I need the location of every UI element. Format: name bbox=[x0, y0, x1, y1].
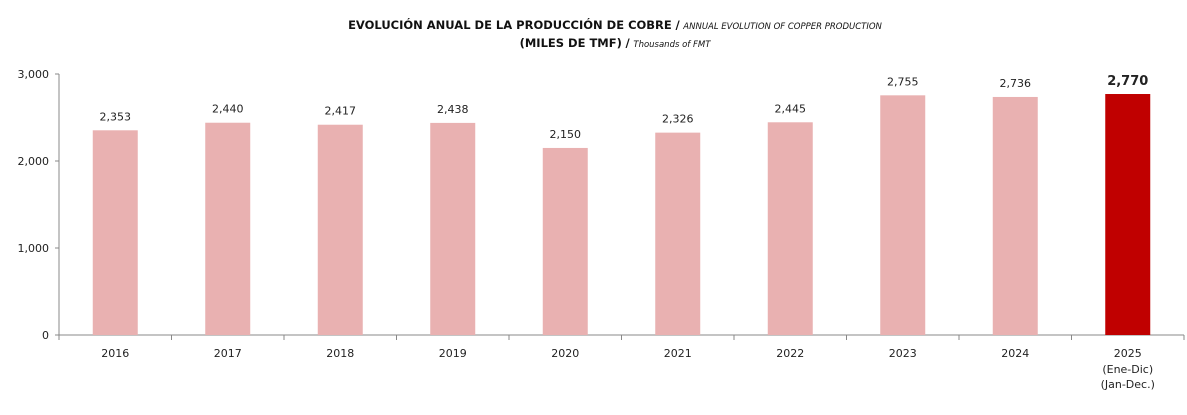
bar-2018 bbox=[317, 124, 363, 335]
data-label-2021: 2,326 bbox=[662, 113, 694, 126]
bar-2017 bbox=[205, 122, 251, 335]
x-tick-label: 2016 bbox=[101, 347, 129, 360]
data-label-2022: 2,445 bbox=[775, 102, 807, 115]
x-tick-label: 2017 bbox=[214, 347, 242, 360]
y-tick-label: 2,000 bbox=[18, 155, 50, 168]
data-label-2023: 2,755 bbox=[887, 75, 919, 88]
data-label-2017: 2,440 bbox=[212, 103, 244, 116]
bar-2024 bbox=[992, 96, 1038, 335]
x-tick-label: 2025 bbox=[1114, 347, 1142, 360]
data-label-2019: 2,438 bbox=[437, 103, 469, 116]
data-label-2016: 2,353 bbox=[100, 110, 132, 123]
bar-2021 bbox=[655, 132, 701, 335]
x-tick-label: 2019 bbox=[439, 347, 467, 360]
bar-2020 bbox=[542, 147, 588, 335]
chart-title: EVOLUCIÓN ANUAL DE LA PRODUCCIÓN DE COBR… bbox=[348, 18, 882, 32]
x-tick-label: 2024 bbox=[1001, 347, 1029, 360]
x-tick-label: 2018 bbox=[326, 347, 354, 360]
bar-2022 bbox=[767, 122, 813, 335]
x-tick-sublabel: (Jan-Dec.) bbox=[1101, 378, 1155, 391]
x-tick-label: 2020 bbox=[551, 347, 579, 360]
x-tick-label: 2021 bbox=[664, 347, 692, 360]
bar-2016 bbox=[92, 130, 138, 335]
x-tick-label: 2022 bbox=[776, 347, 804, 360]
y-tick-label: 1,000 bbox=[18, 242, 50, 255]
y-tick-label: 3,000 bbox=[18, 68, 50, 81]
data-label-2020: 2,150 bbox=[550, 128, 582, 141]
data-label-2025: 2,770 bbox=[1107, 74, 1148, 89]
data-label-2018: 2,417 bbox=[325, 105, 357, 118]
bar-2025 bbox=[1105, 94, 1151, 335]
bar-2023 bbox=[880, 95, 926, 335]
y-tick-label: 0 bbox=[42, 329, 49, 342]
x-tick-sublabel: (Ene-Dic) bbox=[1102, 363, 1153, 376]
chart-subtitle: (MILES DE TMF) / Thousands of FMT bbox=[519, 36, 711, 50]
x-tick-label: 2023 bbox=[889, 347, 917, 360]
data-label-2024: 2,736 bbox=[1000, 77, 1032, 90]
bar-2019 bbox=[430, 122, 476, 335]
